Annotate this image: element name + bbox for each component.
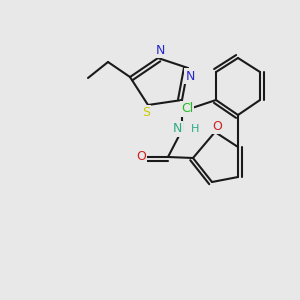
Text: O: O [212, 119, 222, 133]
Text: N: N [172, 122, 182, 136]
Text: O: O [136, 149, 146, 163]
Text: H: H [191, 124, 199, 134]
Text: Cl: Cl [181, 103, 193, 116]
Text: N: N [155, 44, 165, 56]
Text: N: N [185, 70, 195, 83]
Text: S: S [142, 106, 150, 119]
